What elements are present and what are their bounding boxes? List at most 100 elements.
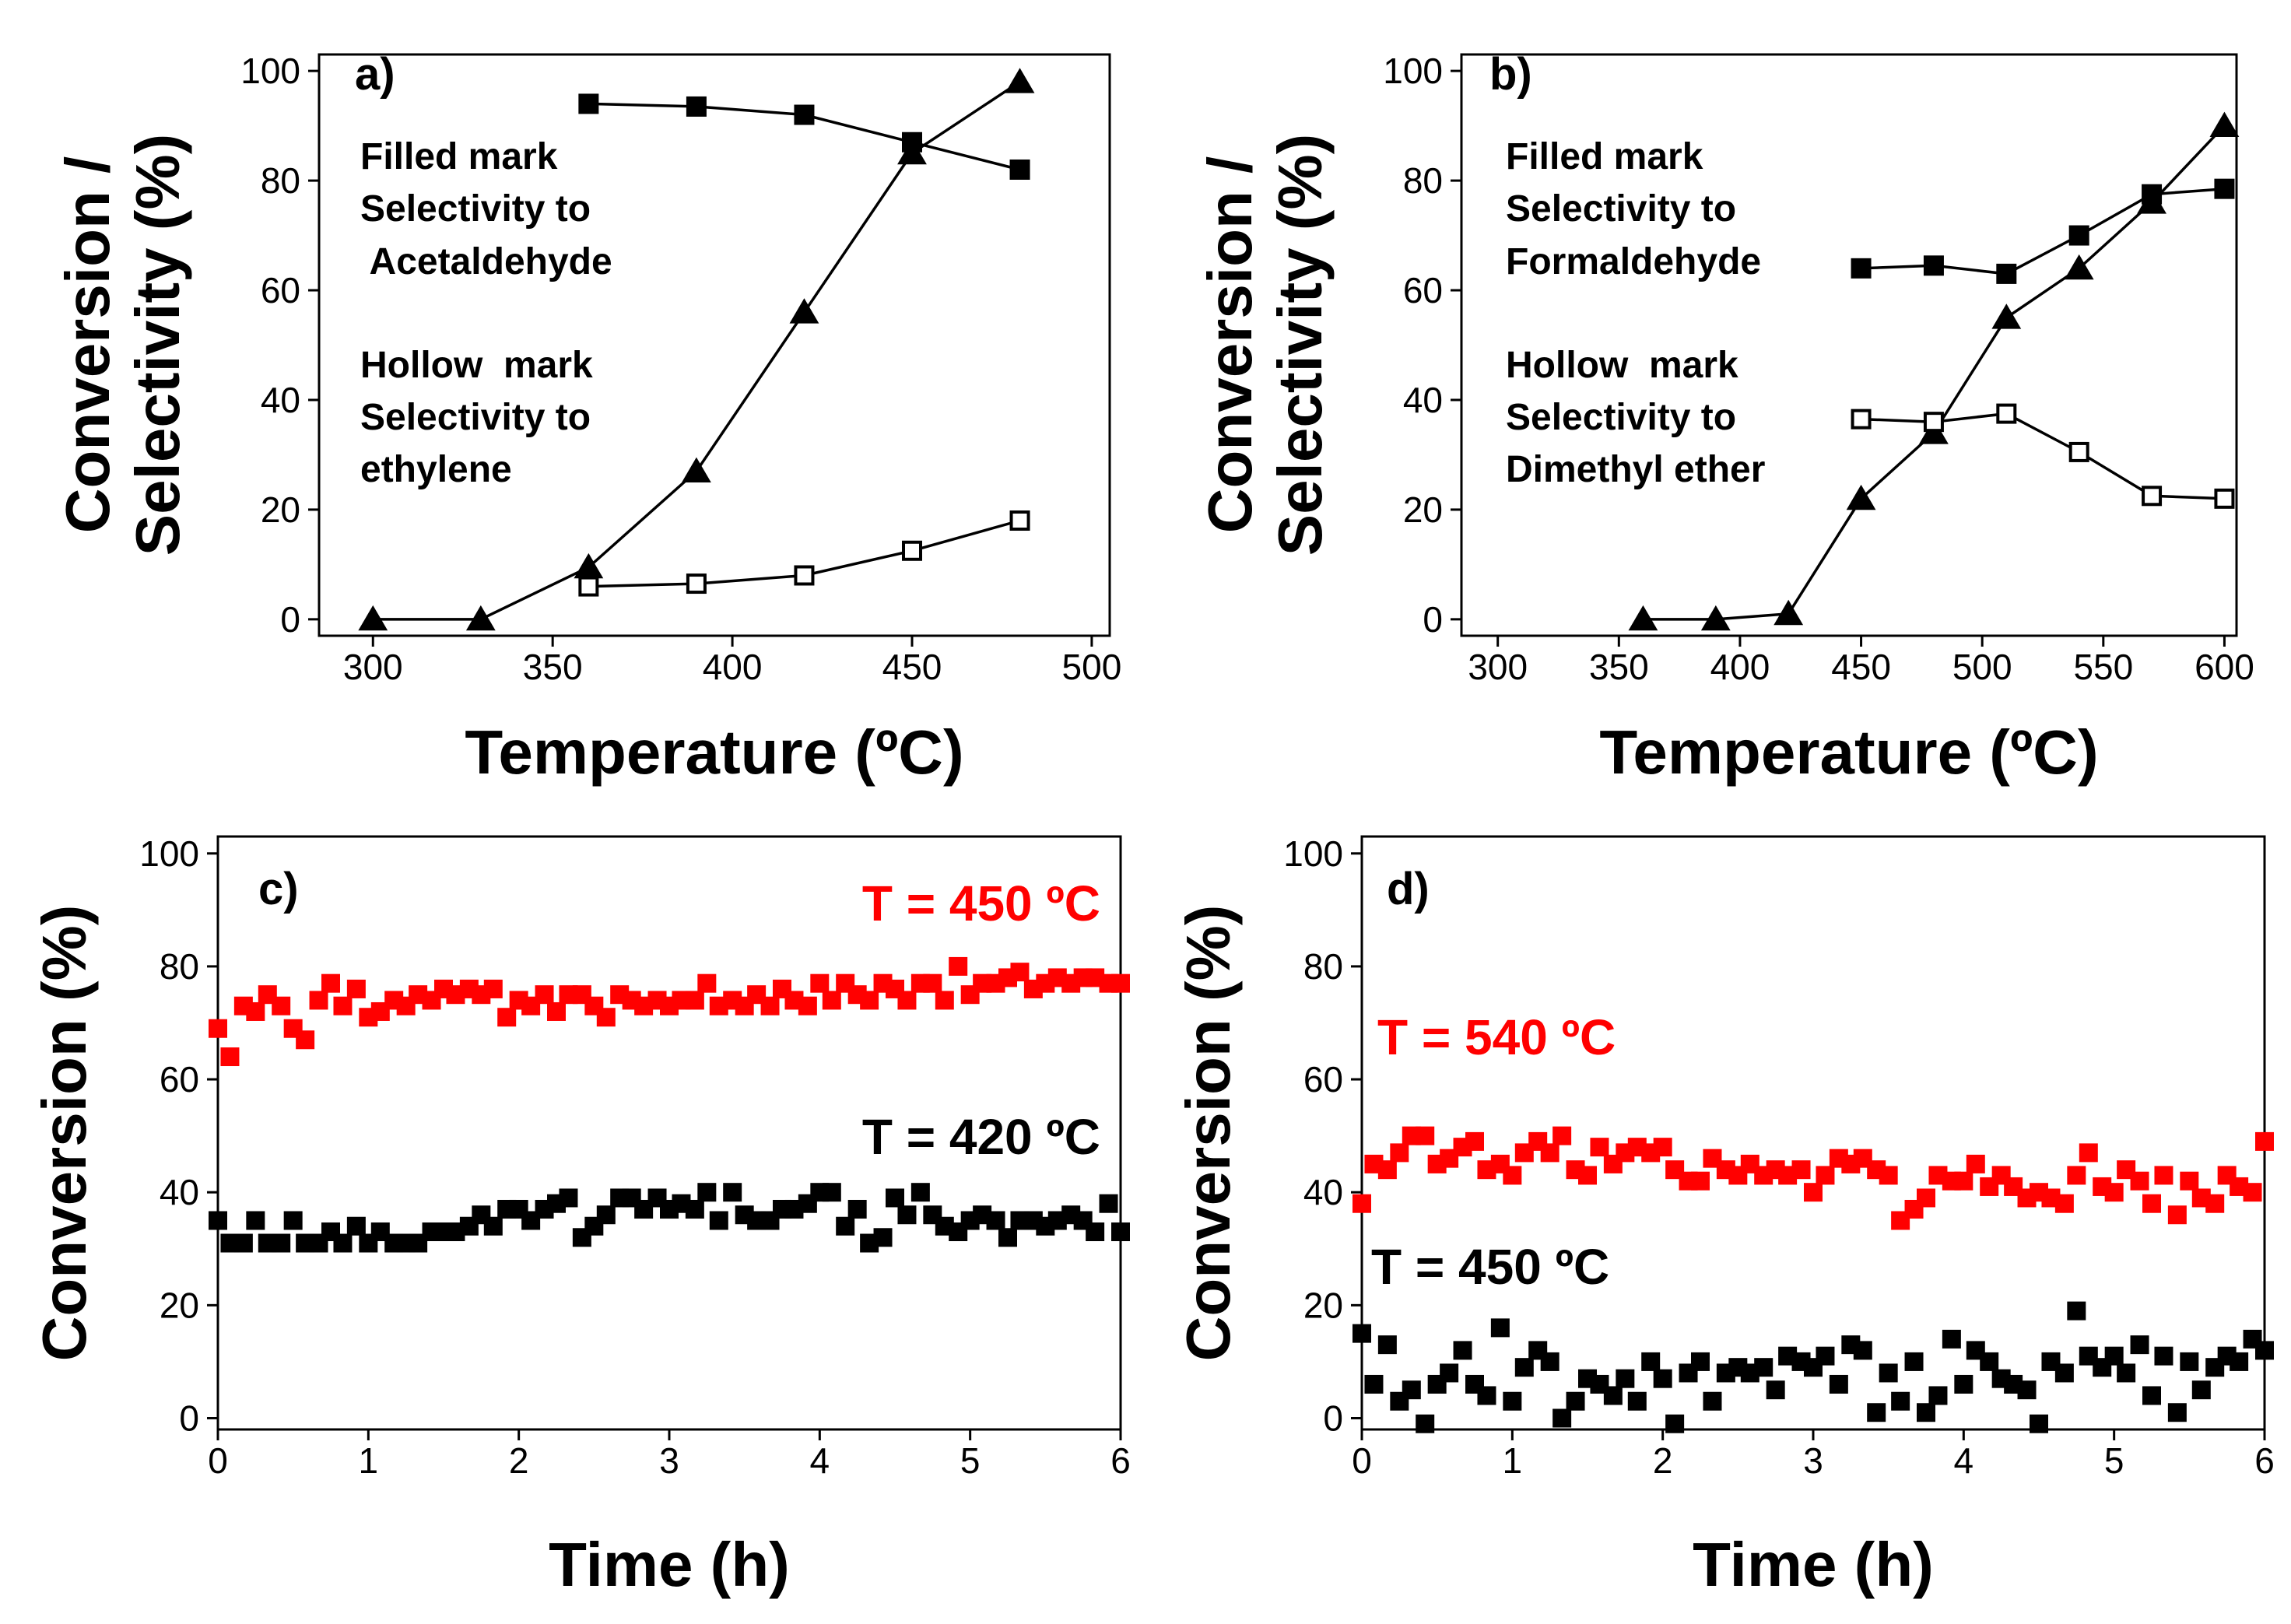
series-0-point bbox=[358, 605, 388, 631]
panel-b: 300 350 400 450 500 550 600 0 20 40 60 80 100 b) Fil… bbox=[1195, 49, 2254, 787]
series-0-point bbox=[822, 991, 841, 1010]
y-tick-label: 40 bbox=[1403, 380, 1443, 420]
y-tick-label: 40 bbox=[1303, 1172, 1343, 1212]
series-0-point bbox=[2079, 1143, 2098, 1163]
panel-a-y-axis-label-line-2: Selectivity (%) bbox=[123, 134, 192, 556]
series-1-point bbox=[1477, 1386, 1496, 1405]
series-0-point bbox=[2209, 111, 2240, 138]
panel-b-filled-note-line-1: Filled mark bbox=[1506, 136, 1703, 177]
series-1-point bbox=[836, 1216, 855, 1236]
series-0-point bbox=[1774, 599, 1804, 626]
series-1-point bbox=[794, 104, 815, 125]
series-1-point bbox=[1099, 1194, 1118, 1213]
series-1-point bbox=[2142, 1386, 2161, 1405]
x-tick-label: 300 bbox=[343, 647, 403, 687]
series-1-point bbox=[902, 132, 922, 153]
y-tick-label: 0 bbox=[1323, 1398, 1343, 1438]
series-1-point bbox=[283, 1211, 303, 1230]
series-0-point bbox=[1540, 1143, 1559, 1163]
x-tick-label: 0 bbox=[1352, 1440, 1372, 1481]
x-tick-label: 2 bbox=[509, 1440, 529, 1481]
series-1-point bbox=[1942, 1329, 1961, 1349]
y-tick-label: 40 bbox=[261, 380, 300, 420]
x-tick-label: 3 bbox=[659, 1440, 679, 1481]
series-0-point bbox=[272, 996, 291, 1015]
series-2-point bbox=[2214, 488, 2235, 509]
series-1-point bbox=[1603, 1386, 1623, 1405]
panel-d-black-annotation: T = 450 ºC bbox=[1371, 1239, 1609, 1295]
series-1-point bbox=[723, 1183, 742, 1202]
series-1-point bbox=[2104, 1346, 2124, 1366]
series-1-point bbox=[1891, 1391, 1910, 1411]
y-tick-label: 100 bbox=[1383, 51, 1443, 91]
series-0-point bbox=[1991, 303, 2022, 329]
x-tick-label: 6 bbox=[1110, 1440, 1131, 1481]
panel-a: 300 350 400 450 500 0 20 40 60 80 100 a) Filled ma… bbox=[53, 49, 1121, 787]
series-1-point bbox=[1514, 1358, 1534, 1377]
series-2-point bbox=[902, 540, 922, 561]
series-0-point bbox=[1377, 1160, 1397, 1180]
x-tick-label: 300 bbox=[1468, 647, 1528, 687]
y-tick-label: 20 bbox=[261, 489, 300, 530]
series-2-line bbox=[1861, 412, 2225, 500]
panel-d-frame bbox=[1360, 835, 2266, 1431]
y-tick-label: 100 bbox=[240, 51, 300, 91]
series-1-point bbox=[2142, 184, 2163, 205]
y-tick-label: 40 bbox=[160, 1172, 199, 1212]
x-tick-label: 550 bbox=[2073, 647, 2133, 687]
series-1-point bbox=[1917, 1403, 1935, 1422]
series-0-point bbox=[798, 996, 817, 1015]
x-tick-label: 450 bbox=[882, 647, 942, 687]
series-1-point bbox=[578, 93, 599, 114]
series-0-point bbox=[685, 991, 704, 1010]
series-1-point bbox=[1996, 263, 2017, 284]
series-1-point bbox=[483, 1216, 503, 1236]
x-tick-label: 5 bbox=[960, 1440, 981, 1481]
series-1-point bbox=[886, 1188, 904, 1208]
series-1-point bbox=[1766, 1380, 1785, 1400]
series-1-point bbox=[1703, 1391, 1722, 1411]
series-0-point bbox=[1917, 1188, 1935, 1208]
series-0-point bbox=[1416, 1126, 1435, 1145]
series-2-point bbox=[1996, 403, 2017, 424]
series-0-point bbox=[309, 991, 328, 1010]
series-0-point bbox=[1005, 68, 1035, 93]
series-1-point bbox=[2255, 1341, 2274, 1360]
series-2-point bbox=[686, 573, 707, 595]
series-0-point bbox=[1966, 1154, 1985, 1173]
x-tick-label: 0 bbox=[208, 1440, 228, 1481]
series-1-point bbox=[847, 1199, 867, 1219]
x-tick-label: 400 bbox=[703, 647, 763, 687]
series-0-point bbox=[697, 973, 717, 993]
panel-d-plot bbox=[1352, 1126, 2274, 1433]
series-1-point bbox=[1853, 1341, 1872, 1360]
y-tick-label: 60 bbox=[1303, 1059, 1343, 1100]
series-0-point bbox=[465, 605, 496, 631]
panel-c-black-annotation: T = 420 ºC bbox=[862, 1109, 1100, 1165]
series-0-point bbox=[296, 1030, 315, 1050]
series-2-point bbox=[2142, 486, 2163, 507]
panel-b-hollow-note-line-2: Selectivity to bbox=[1506, 397, 1736, 438]
panel-d-red-annotation: T = 540 ºC bbox=[1377, 1009, 1616, 1065]
series-1-point bbox=[233, 1233, 253, 1253]
y-tick-label: 20 bbox=[1303, 1285, 1343, 1325]
series-1-point bbox=[209, 1211, 227, 1230]
y-tick-label: 60 bbox=[1403, 270, 1443, 310]
series-1-point bbox=[1923, 255, 1944, 276]
series-1-point bbox=[1402, 1380, 1421, 1400]
series-0-point bbox=[246, 1001, 265, 1021]
series-0-point bbox=[1653, 1138, 1672, 1157]
panel-d-y-axis-label: Conversion (%) bbox=[1174, 905, 1243, 1362]
series-0-point bbox=[535, 985, 554, 1005]
series-1-point bbox=[2167, 1403, 2187, 1422]
series-0-point bbox=[547, 1001, 566, 1021]
panel-d-x-axis-label: Time (h) bbox=[1693, 1530, 1934, 1599]
series-1-point bbox=[1829, 1374, 1848, 1394]
series-1-point bbox=[1503, 1391, 1522, 1411]
series-1-point bbox=[910, 1183, 930, 1202]
series-2-point bbox=[794, 565, 815, 586]
series-0-point bbox=[497, 1008, 517, 1027]
series-0-point bbox=[1628, 605, 1658, 631]
panel-b-hollow-note-line-3: Dimethyl ether bbox=[1506, 449, 1765, 490]
